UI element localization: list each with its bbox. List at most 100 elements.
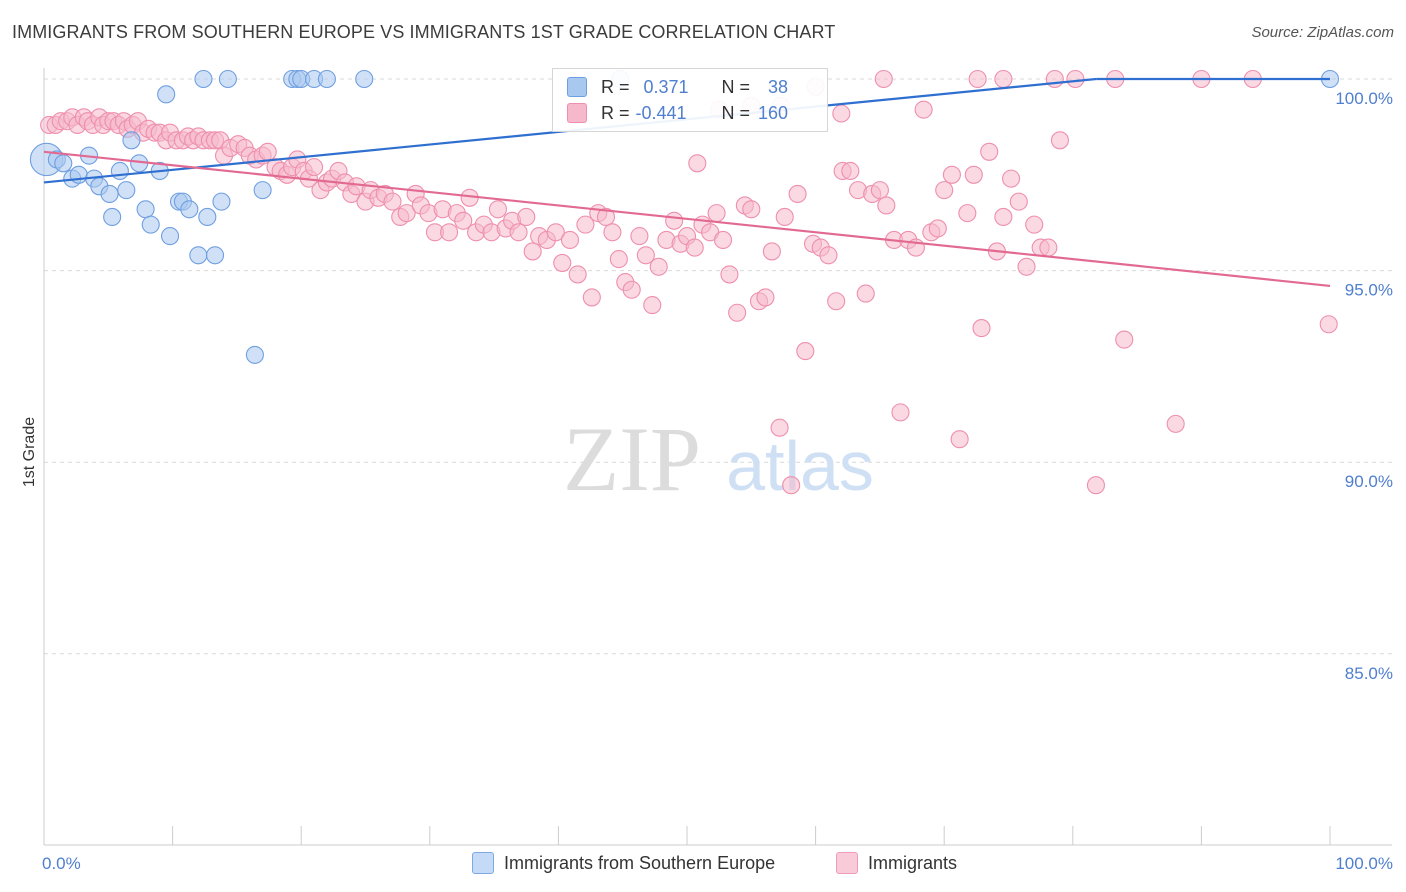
pink-data-point	[775, 207, 794, 227]
pink-data-point	[546, 223, 565, 242]
series-legend-label-blue: Immigrants from Southern Europe	[504, 852, 776, 873]
legend-swatch-blue	[567, 77, 587, 97]
pink-data-point	[509, 223, 528, 242]
pink-data-point	[568, 265, 587, 284]
pink-data-point	[980, 142, 999, 161]
pink-data-point	[383, 192, 402, 211]
pink-data-point	[994, 69, 1013, 89]
pink-data-point	[935, 181, 954, 200]
pink-data-point	[649, 257, 668, 276]
pink-data-point	[576, 215, 595, 234]
blue-data-point	[180, 200, 199, 219]
pink-data-point	[914, 100, 933, 119]
pink-data-point	[877, 196, 896, 215]
blue-data-point	[355, 69, 374, 89]
pink-data-point	[488, 200, 508, 219]
y-tick-label: 85.0%	[1345, 664, 1393, 683]
blue-data-point	[212, 192, 231, 211]
y-tick-label: 100.0%	[1335, 89, 1393, 108]
source-credit: Source: ZipAtlas.com	[1251, 24, 1394, 41]
pink-data-point	[720, 265, 739, 284]
pink-data-point	[643, 296, 662, 315]
pink-data-point	[788, 184, 807, 204]
pink-data-point	[397, 204, 416, 223]
pink-data-point	[942, 165, 961, 184]
pink-data-point	[560, 230, 580, 249]
blue-data-point	[253, 181, 272, 200]
pink-data-point	[856, 284, 875, 303]
blue-data-point	[198, 207, 217, 227]
watermark-zip: ZIP	[563, 408, 701, 510]
pink-data-point	[630, 227, 649, 246]
series-legend-swatch-blue	[472, 852, 494, 874]
pink-data-point	[707, 204, 726, 223]
pink-data-point	[770, 418, 789, 437]
blue-data-point	[205, 246, 225, 265]
pink-data-point	[1166, 414, 1185, 433]
pink-data-point	[972, 319, 991, 338]
pink-data-point	[305, 158, 324, 177]
series-legend-item-pink[interactable]: Immigrants	[836, 852, 957, 874]
pink-data-point	[762, 242, 781, 261]
watermark: ZIP atlas	[563, 408, 874, 510]
correlation-legend: R = 0.371 N = 38 R = -0.441 N = 160	[552, 68, 828, 132]
blue-data-point	[110, 161, 129, 181]
pink-data-point	[891, 403, 910, 422]
pink-data-point	[782, 476, 801, 495]
pink-data-point	[874, 69, 893, 89]
pink-data-point	[994, 207, 1013, 227]
pink-data-point	[1115, 330, 1134, 349]
pink-data-point	[950, 430, 969, 449]
x-tick-label: 100.0%	[1335, 854, 1393, 873]
pink-data-point	[1009, 192, 1028, 211]
pink-data-point	[1039, 238, 1058, 257]
blue-data-point	[136, 200, 155, 219]
blue-data-point	[54, 154, 73, 173]
pink-data-point	[742, 200, 761, 219]
legend-swatch-pink	[567, 103, 587, 123]
gridlines	[44, 78, 1392, 655]
pink-data-point	[1319, 315, 1338, 334]
pink-data-point	[596, 207, 616, 227]
axes: 100.0% 95.0% 90.0% 85.0% 0.0% 100.0%	[42, 68, 1393, 873]
pink-data-point	[517, 207, 536, 227]
legend-r-value-pink: -0.441	[635, 102, 687, 123]
blue-data-point	[103, 207, 122, 227]
blue-data-point	[157, 85, 176, 104]
pink-data-point	[685, 238, 704, 257]
pink-data-point	[827, 292, 846, 311]
pink-data-point	[609, 250, 628, 269]
chart-title: IMMIGRANTS FROM SOUTHERN EUROPE VS IMMIG…	[12, 22, 836, 42]
pink-data-point	[1002, 169, 1021, 188]
pink-data-point	[819, 246, 838, 265]
blue-data-point	[160, 227, 180, 246]
pink-data-point	[582, 288, 601, 307]
pink-data-point	[1045, 69, 1064, 89]
series-legend-swatch-pink	[836, 852, 858, 874]
pink-data-point	[1017, 257, 1036, 276]
pink-data-point	[622, 280, 641, 299]
watermark-atlas: atlas	[726, 427, 874, 505]
blue-data-point	[194, 69, 213, 89]
legend-r-label: R =	[601, 102, 630, 123]
pink-data-point	[454, 211, 473, 230]
legend-r-label: R =	[601, 76, 630, 97]
legend-n-value-blue: 38	[768, 76, 789, 97]
blue-data-point	[189, 246, 208, 265]
pink-data-point	[928, 219, 947, 238]
pink-data-point	[958, 204, 977, 223]
blue-data-point	[245, 345, 264, 364]
pink-data-point	[841, 161, 860, 181]
pink-data-point	[665, 211, 684, 230]
blue-data-point	[122, 131, 141, 150]
series-legend-item-blue[interactable]: Immigrants from Southern Europe	[472, 852, 775, 874]
pink-data-point	[440, 223, 459, 242]
legend-row-blue: R = 0.371 N = 38	[567, 75, 788, 99]
legend-row-pink: R = -0.441 N = 160	[567, 101, 788, 125]
pink-data-point	[1086, 476, 1105, 495]
pink-data-point	[964, 165, 983, 184]
pink-data-point	[870, 181, 889, 200]
blue-data-point	[317, 69, 336, 89]
pink-data-point	[1050, 131, 1069, 150]
x-tick-label: 0.0%	[42, 854, 81, 873]
